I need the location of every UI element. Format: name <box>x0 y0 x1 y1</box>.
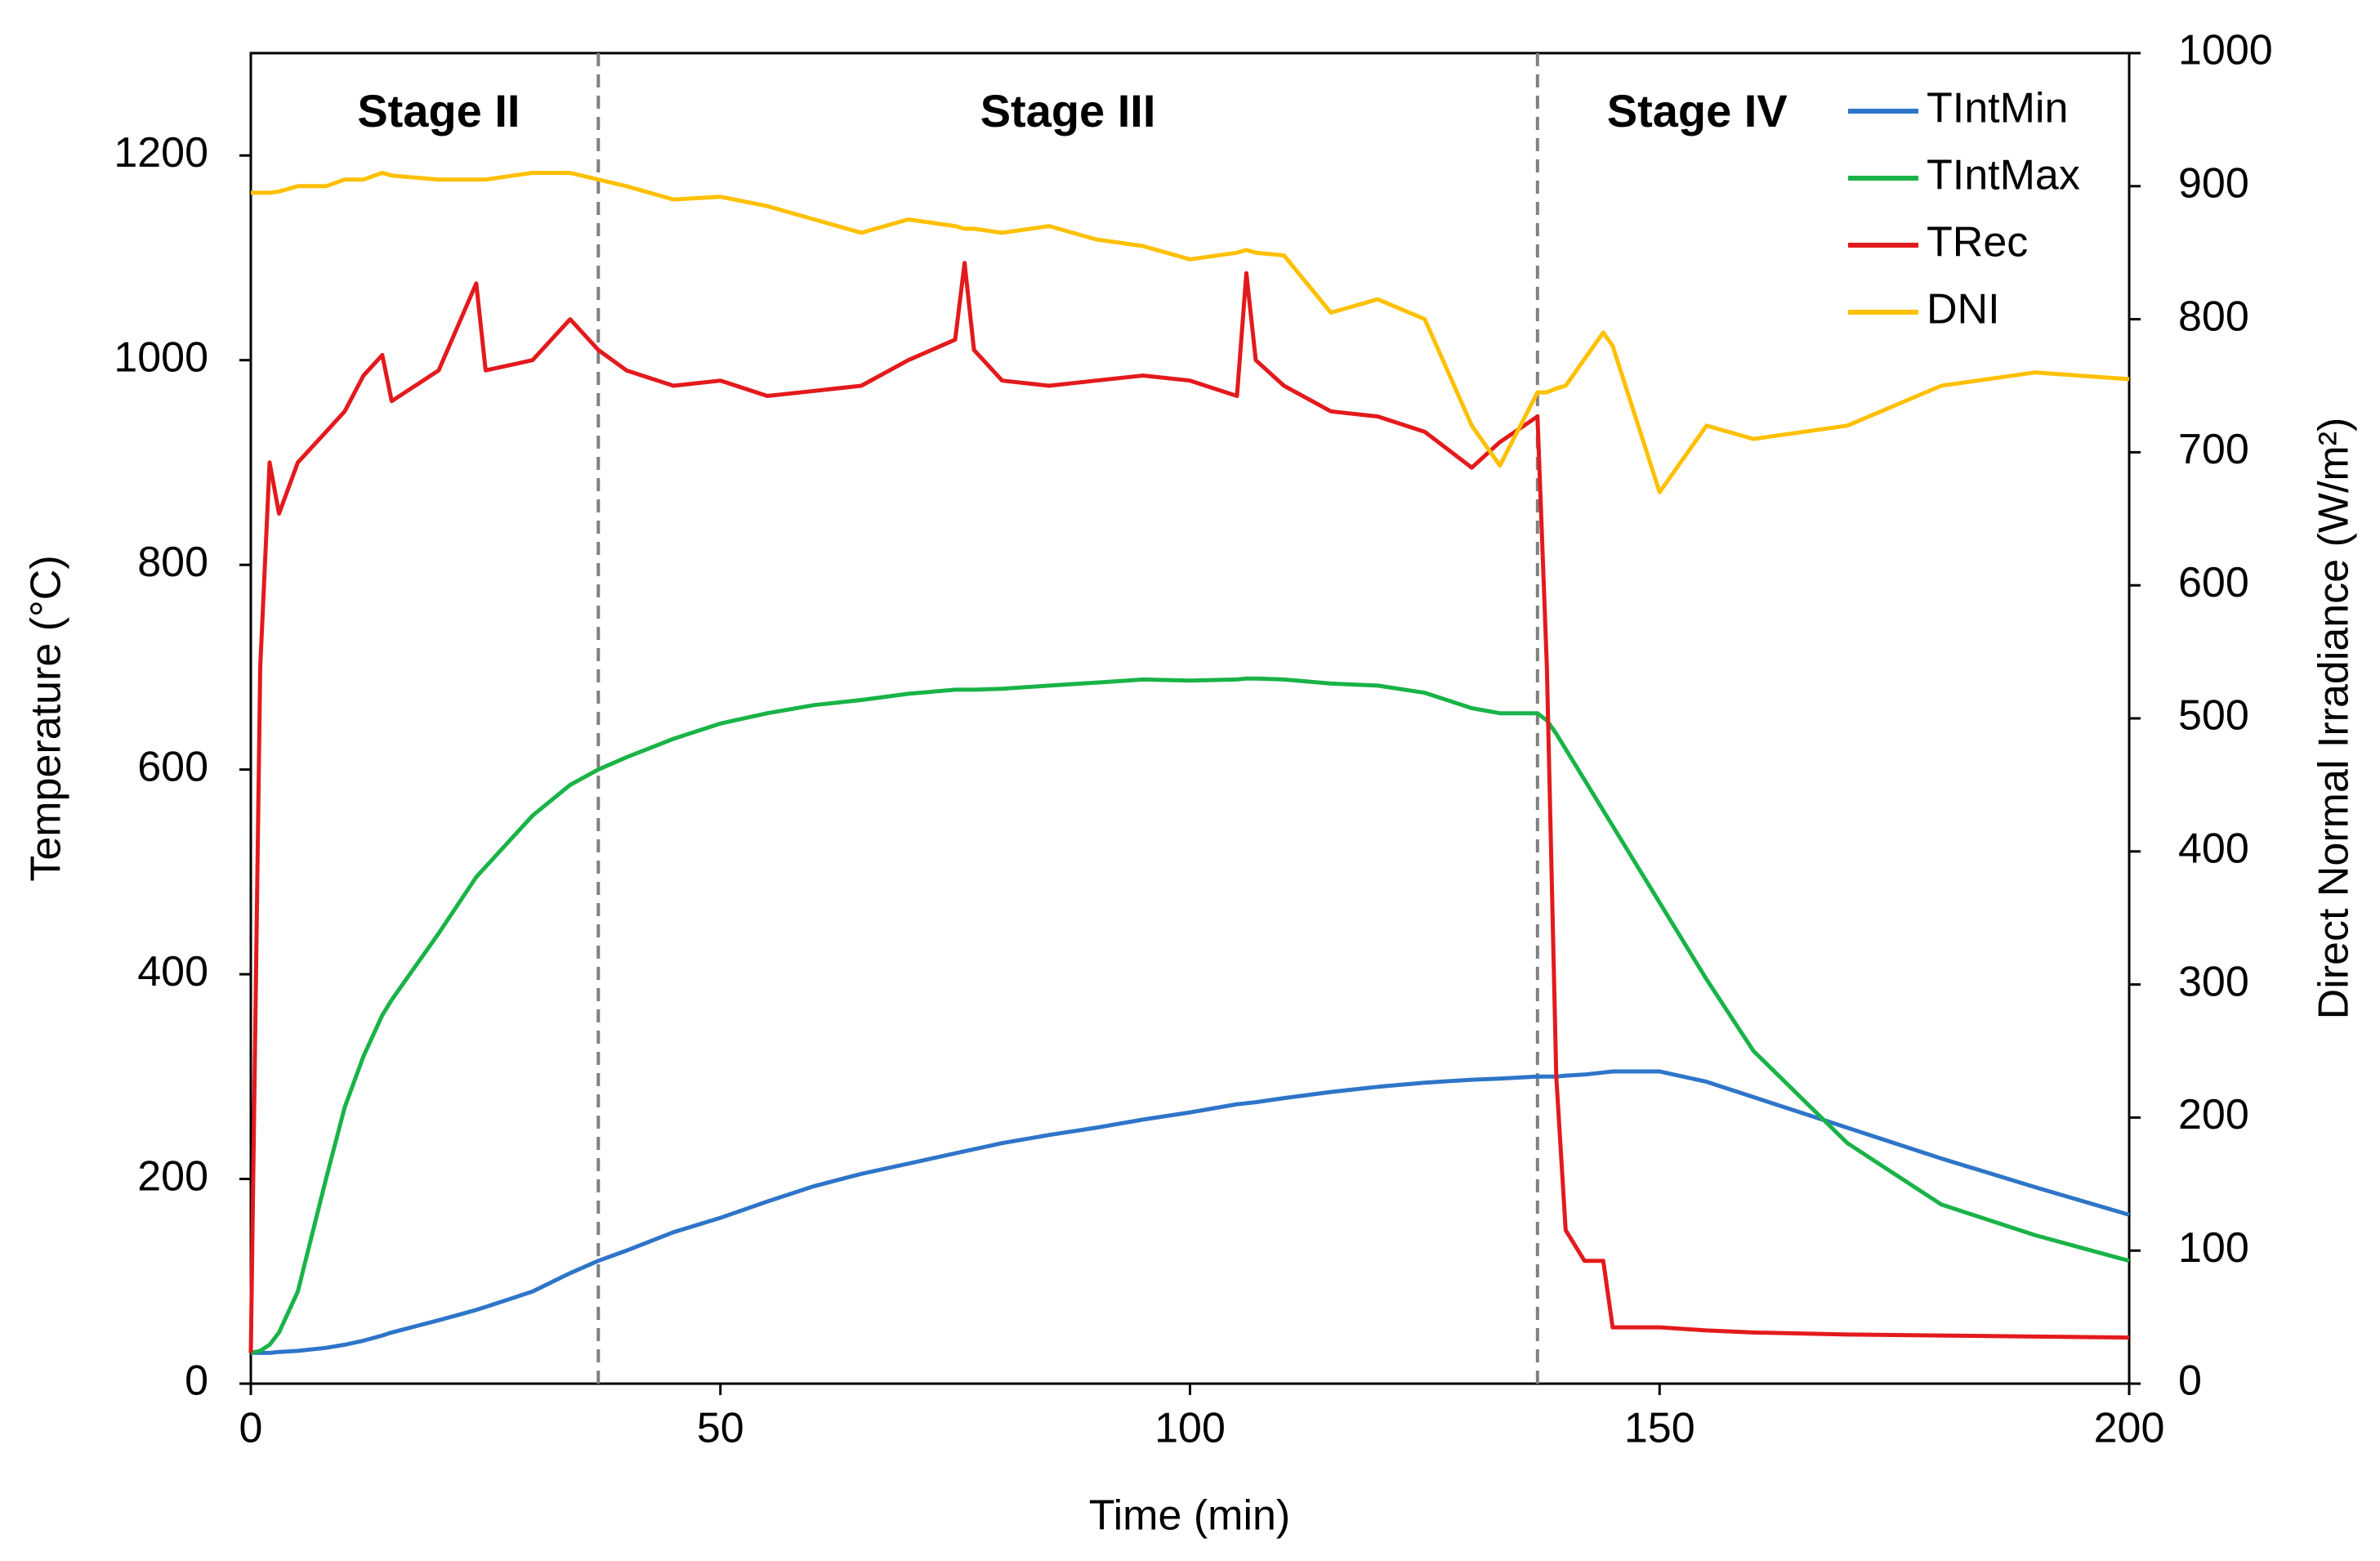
y-axis-label: Temperature (°C) <box>23 555 70 881</box>
x-tick-label: 200 <box>2094 1405 2165 1452</box>
y-tick-label: 800 <box>137 539 208 586</box>
x-tick-label: 150 <box>1624 1405 1695 1452</box>
y2-tick-label: 900 <box>2178 160 2249 208</box>
plot-frame <box>249 51 2131 1385</box>
x-tick-label: 0 <box>239 1405 263 1452</box>
legend-label: TRec <box>1927 219 2028 266</box>
y2-tick-label: 300 <box>2178 958 2249 1005</box>
legend-label: TIntMax <box>1927 152 2080 199</box>
y2-tick-label: 100 <box>2178 1224 2249 1272</box>
y2-tick-label: 500 <box>2178 692 2249 740</box>
x-tick-label: 100 <box>1154 1405 1226 1452</box>
stage-label: Stage III <box>980 85 1156 136</box>
y-tick-label: 200 <box>137 1152 208 1200</box>
y2-tick-label: 400 <box>2178 825 2249 873</box>
y2-tick-label: 200 <box>2178 1091 2249 1138</box>
series-line <box>248 261 2130 1353</box>
y2-tick-label: 800 <box>2178 293 2249 340</box>
y-tick-label: 1200 <box>114 129 208 177</box>
y2-axis-label: Direct Normal Irradiance (W/m²) <box>2311 418 2358 1020</box>
y2-tick-label: 600 <box>2178 559 2249 606</box>
x-tick-label: 50 <box>697 1405 744 1452</box>
y-tick-label: 400 <box>137 948 208 995</box>
y2-tick-label: 1000 <box>2178 27 2273 74</box>
series-line <box>251 1069 2130 1355</box>
legend-label: TIntMin <box>1927 85 2068 132</box>
series-line <box>250 676 2130 1355</box>
legend-label: DNI <box>1927 286 2000 333</box>
x-axis-label: Time (min) <box>1089 1492 1291 1540</box>
y2-tick-label: 0 <box>2178 1357 2202 1405</box>
y2-tick-label: 700 <box>2178 426 2249 473</box>
stage-label: Stage IV <box>1607 85 1788 136</box>
y-tick-label: 600 <box>137 743 208 790</box>
series-line <box>251 171 2130 494</box>
stage-label: Stage II <box>357 85 520 136</box>
y-tick-label: 0 <box>185 1357 208 1405</box>
y-tick-label: 1000 <box>114 333 208 381</box>
